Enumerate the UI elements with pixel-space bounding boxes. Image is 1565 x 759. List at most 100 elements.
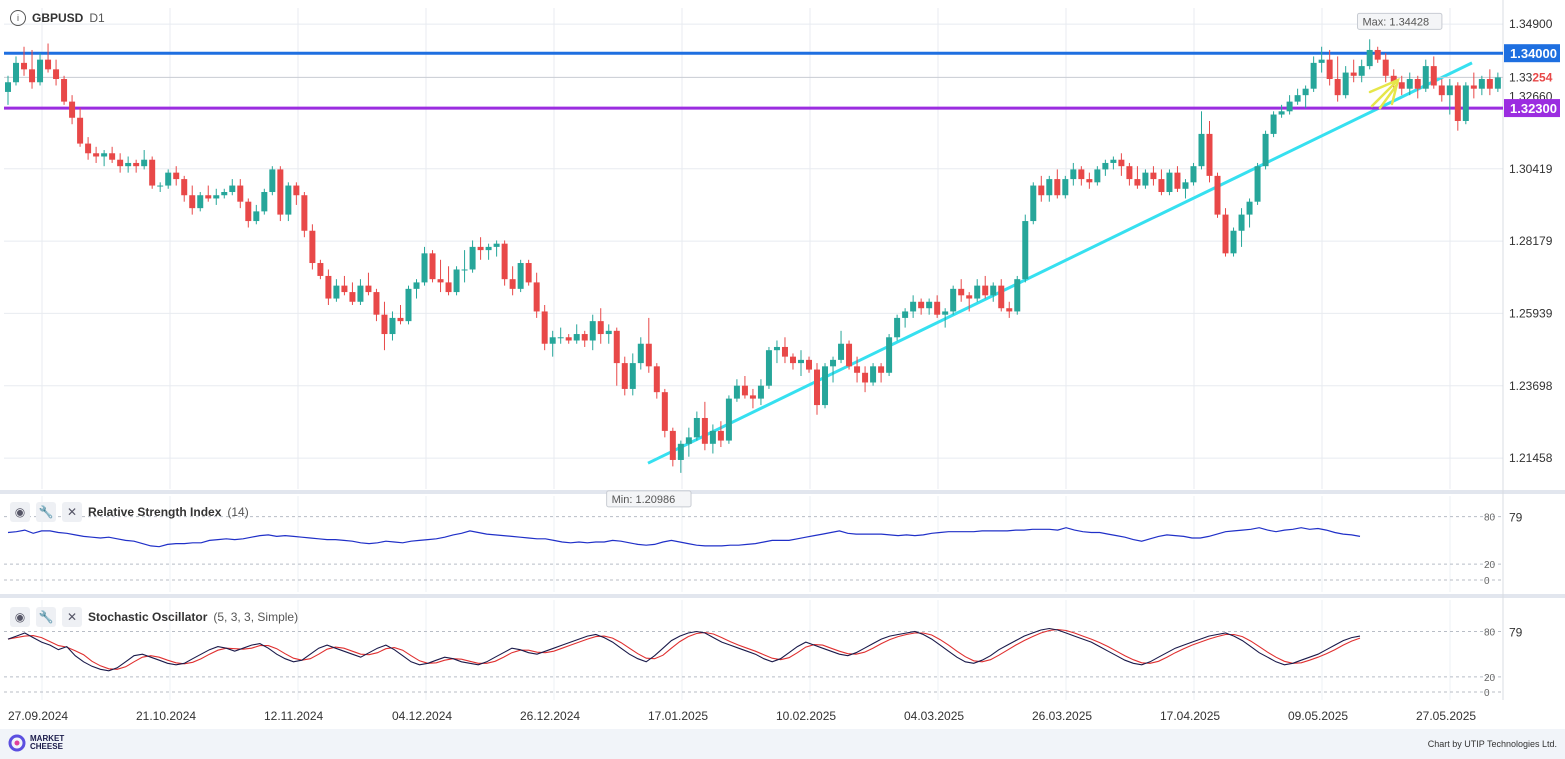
candle-body bbox=[565, 337, 572, 341]
candles bbox=[5, 39, 1501, 473]
stoch-params: (5, 3, 3, Simple) bbox=[213, 610, 299, 624]
arrow-stroke bbox=[1368, 77, 1400, 110]
candle-body bbox=[830, 359, 837, 367]
candle-body bbox=[325, 275, 332, 299]
candle-body bbox=[21, 62, 28, 70]
candle-body bbox=[61, 79, 68, 102]
candle-body bbox=[629, 363, 636, 389]
candle-body bbox=[597, 321, 604, 335]
candle-body bbox=[365, 285, 372, 293]
stoch-k-line bbox=[7, 627, 1361, 672]
candle-body bbox=[53, 69, 60, 80]
logo-mark-icon bbox=[8, 734, 26, 752]
eye-icon[interactable]: ◉ bbox=[10, 502, 30, 522]
candle-body bbox=[237, 185, 244, 202]
candle-body bbox=[1046, 179, 1053, 196]
stoch-level-label: 80 bbox=[1484, 628, 1496, 639]
rsi-pane-header: ◉ 🔧 ✕ Relative Strength Index (14) bbox=[10, 502, 249, 522]
eye-icon[interactable]: ◉ bbox=[10, 607, 30, 627]
candle-body bbox=[421, 253, 428, 283]
candle-body bbox=[357, 285, 364, 302]
candle-body bbox=[413, 282, 420, 289]
candle-body bbox=[277, 169, 284, 215]
candle-body bbox=[549, 337, 556, 344]
candle-body bbox=[773, 346, 780, 351]
footer-bar: MARKET CHEESE Chart by UTIP Technologies… bbox=[0, 729, 1565, 759]
candle-body bbox=[397, 317, 404, 322]
candle-body bbox=[13, 62, 20, 83]
y-tick-label: 1.28179 bbox=[1509, 234, 1553, 248]
candle-body bbox=[309, 230, 316, 264]
candle-body bbox=[1158, 179, 1165, 193]
candle-body bbox=[461, 269, 468, 271]
y-tick-label: 1.34900 bbox=[1509, 17, 1553, 31]
x-tick-label: 17.04.2025 bbox=[1160, 709, 1220, 723]
candle-body bbox=[509, 279, 516, 289]
candle-body bbox=[1494, 77, 1501, 89]
candle-body bbox=[886, 337, 893, 373]
pane-divider bbox=[0, 490, 1565, 494]
candle-body bbox=[381, 314, 388, 335]
candle-body bbox=[85, 143, 92, 154]
candle-body bbox=[1102, 162, 1109, 170]
candle-body bbox=[846, 343, 853, 367]
wrench-icon[interactable]: 🔧 bbox=[36, 607, 56, 627]
candle-body bbox=[958, 288, 965, 296]
candle-body bbox=[822, 366, 829, 406]
x-tick-label: 21.10.2024 bbox=[136, 709, 196, 723]
close-icon[interactable]: ✕ bbox=[62, 502, 82, 522]
candle-body bbox=[533, 282, 540, 312]
candle-body bbox=[133, 162, 140, 167]
extreme-label: Max: 1.34428 bbox=[1363, 16, 1430, 28]
candle-body bbox=[517, 263, 524, 289]
info-circle-icon[interactable]: i bbox=[10, 10, 26, 26]
candle-body bbox=[541, 311, 548, 344]
candle-body bbox=[709, 430, 716, 444]
stoch-pane-header: ◉ 🔧 ✕ Stochastic Oscillator (5, 3, 3, Si… bbox=[10, 607, 298, 627]
candle-body bbox=[557, 337, 564, 339]
candle-body bbox=[990, 285, 997, 296]
candle-body bbox=[101, 153, 108, 157]
stoch-title: Stochastic Oscillator bbox=[88, 610, 208, 624]
level-price-label: 1.32300 bbox=[1510, 101, 1557, 116]
candle-body bbox=[1438, 85, 1445, 96]
candle-body bbox=[1302, 88, 1309, 96]
candle-body bbox=[685, 437, 692, 444]
candle-body bbox=[1342, 72, 1349, 96]
candle-body bbox=[1206, 133, 1213, 176]
candle-body bbox=[926, 301, 933, 309]
rsi-title: Relative Strength Index bbox=[88, 505, 222, 519]
candle-body bbox=[1414, 79, 1421, 89]
candle-body bbox=[1462, 85, 1469, 121]
candle-body bbox=[1406, 79, 1413, 89]
candle-body bbox=[1062, 179, 1069, 196]
candle-body bbox=[157, 185, 164, 187]
candle-body bbox=[1422, 66, 1429, 89]
candle-body bbox=[1222, 214, 1229, 254]
candle-body bbox=[1238, 214, 1245, 231]
candle-body bbox=[1358, 66, 1365, 76]
candle-body bbox=[669, 430, 676, 460]
candle-body bbox=[77, 117, 84, 144]
candle-body bbox=[1070, 169, 1077, 180]
trend-line bbox=[647, 61, 1473, 465]
candle-body bbox=[197, 195, 204, 209]
current-price-label: 1.33254 bbox=[1509, 70, 1553, 84]
candle-body bbox=[605, 330, 612, 335]
candle-body bbox=[1190, 166, 1197, 183]
candle-body bbox=[1198, 133, 1205, 167]
candle-body bbox=[806, 359, 812, 370]
candle-body bbox=[749, 395, 756, 399]
logo-line-1: MARKET bbox=[30, 734, 65, 743]
candle-body bbox=[69, 101, 76, 118]
rsi-level-label: 80 bbox=[1484, 513, 1496, 524]
candle-body bbox=[701, 417, 708, 444]
wrench-icon[interactable]: 🔧 bbox=[36, 502, 56, 522]
candle-body bbox=[293, 185, 300, 196]
candle-body bbox=[1382, 59, 1389, 76]
close-icon[interactable]: ✕ bbox=[62, 607, 82, 627]
candle-body bbox=[1014, 279, 1021, 312]
candle-body bbox=[781, 346, 788, 357]
symbol-name: GBPUSD bbox=[32, 11, 84, 25]
candle-body bbox=[1446, 85, 1453, 96]
